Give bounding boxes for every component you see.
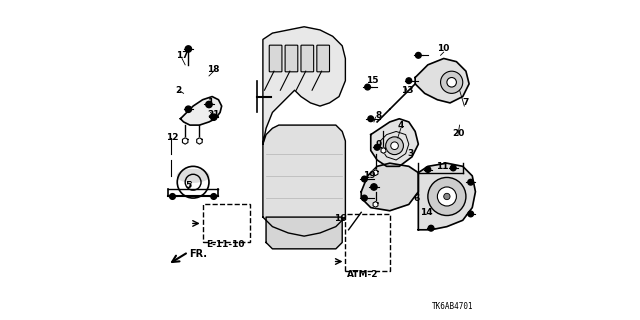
Polygon shape	[263, 27, 346, 144]
Text: TK6AB4701: TK6AB4701	[432, 302, 474, 311]
Circle shape	[362, 176, 367, 182]
Text: E-11-10: E-11-10	[206, 240, 244, 249]
Text: 16: 16	[334, 214, 347, 223]
Circle shape	[185, 46, 191, 52]
Text: 5: 5	[185, 181, 191, 190]
FancyBboxPatch shape	[317, 45, 330, 72]
FancyBboxPatch shape	[285, 45, 298, 72]
Polygon shape	[419, 163, 476, 230]
Circle shape	[211, 194, 216, 199]
Circle shape	[386, 137, 403, 155]
Text: 6: 6	[413, 194, 420, 203]
Circle shape	[425, 167, 431, 172]
Circle shape	[444, 193, 450, 200]
Text: 3: 3	[407, 149, 413, 158]
Circle shape	[437, 187, 456, 206]
Circle shape	[365, 84, 371, 90]
Text: 17: 17	[176, 51, 188, 60]
Text: 21: 21	[207, 109, 220, 118]
Circle shape	[371, 184, 377, 190]
Text: 7: 7	[463, 99, 469, 108]
Polygon shape	[415, 59, 469, 103]
Text: 8: 8	[376, 111, 382, 120]
Circle shape	[428, 225, 434, 231]
Circle shape	[440, 71, 463, 93]
Text: 14: 14	[420, 208, 433, 217]
Circle shape	[406, 78, 412, 84]
Circle shape	[211, 114, 217, 120]
Circle shape	[374, 144, 380, 150]
Polygon shape	[373, 202, 378, 207]
Text: 12: 12	[166, 133, 179, 142]
Circle shape	[451, 165, 456, 171]
Polygon shape	[371, 119, 419, 166]
Text: FR.: FR.	[189, 249, 207, 259]
Text: 9: 9	[376, 140, 382, 148]
FancyBboxPatch shape	[269, 45, 282, 72]
Polygon shape	[182, 138, 188, 144]
Polygon shape	[263, 125, 346, 236]
Text: 2: 2	[176, 86, 182, 95]
Text: 11: 11	[436, 162, 449, 171]
Text: 10: 10	[438, 44, 450, 53]
Ellipse shape	[177, 170, 209, 182]
Text: 1: 1	[207, 99, 214, 108]
Circle shape	[362, 195, 367, 201]
Circle shape	[391, 142, 398, 149]
Text: 18: 18	[207, 65, 220, 74]
Text: 20: 20	[452, 129, 464, 138]
Circle shape	[468, 179, 474, 185]
Polygon shape	[373, 170, 378, 176]
Polygon shape	[266, 217, 342, 249]
Circle shape	[170, 194, 175, 199]
FancyBboxPatch shape	[301, 45, 314, 72]
Circle shape	[468, 211, 474, 217]
Text: 19: 19	[363, 172, 376, 180]
Polygon shape	[361, 163, 419, 211]
Text: 15: 15	[366, 76, 379, 85]
Text: ATM-2: ATM-2	[347, 270, 378, 279]
Polygon shape	[196, 138, 202, 144]
Polygon shape	[180, 97, 221, 125]
Circle shape	[206, 101, 212, 108]
Text: 4: 4	[397, 121, 404, 130]
Circle shape	[368, 116, 374, 122]
Polygon shape	[381, 148, 386, 153]
Circle shape	[415, 52, 421, 58]
Circle shape	[428, 178, 466, 215]
Text: 13: 13	[401, 86, 413, 95]
Circle shape	[185, 106, 191, 112]
Circle shape	[447, 77, 456, 87]
